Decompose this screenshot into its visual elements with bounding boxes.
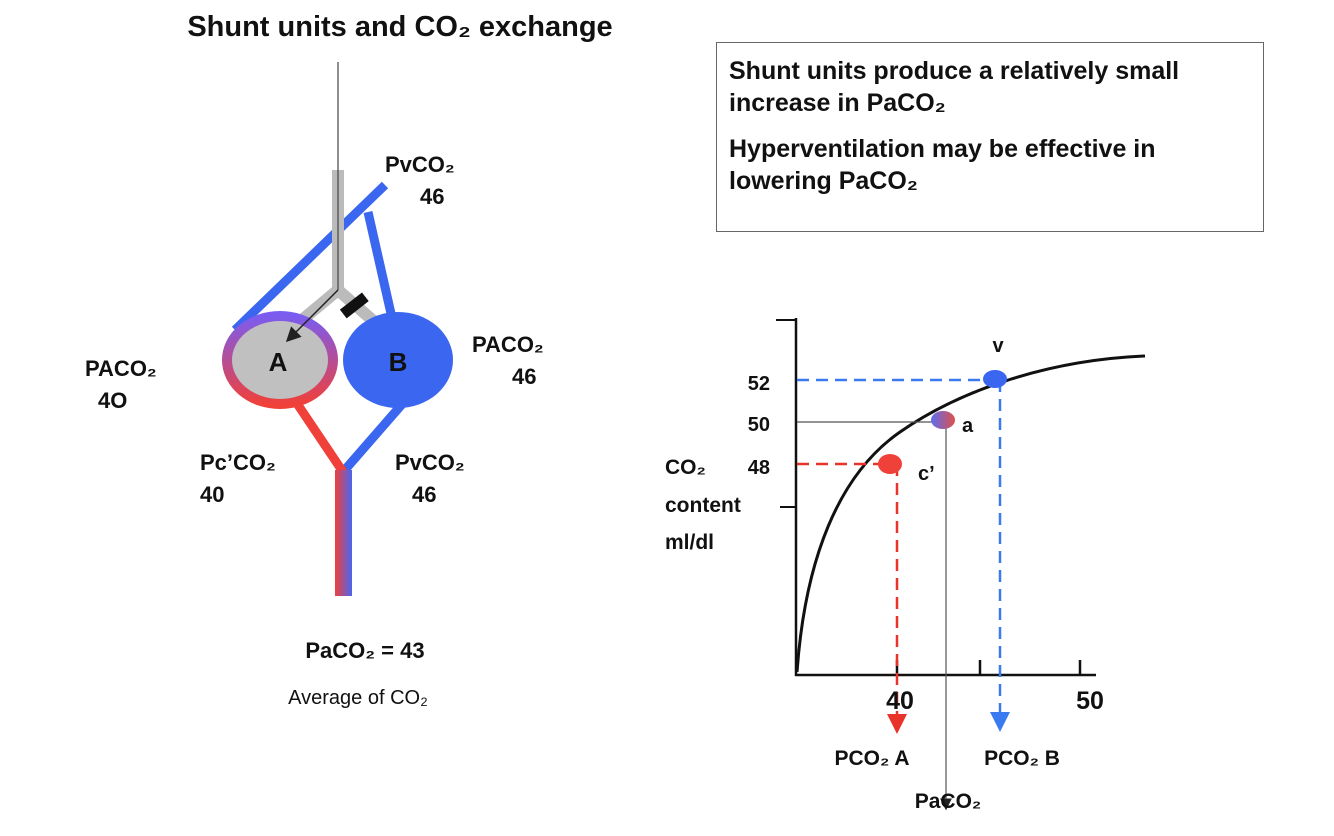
label: PvCO₂ [395,450,465,475]
vessel [231,181,389,334]
point-v [983,370,1007,388]
arrow-label: PCO₂ A [834,747,909,770]
value: 46 [512,364,536,389]
value: 4O [98,388,127,413]
y-axis-label: CO₂ [665,456,706,479]
value: 46 [412,482,436,507]
y-tick-label: 52 [748,373,770,395]
arrow-label: PaCO₂ [915,790,982,813]
result: PaCO₂ = 43 [305,638,424,663]
value: 46 [420,184,444,209]
label: Pc’CO₂ [200,450,276,475]
y-axis-label: ml/dl [665,531,714,554]
label: PvCO₂ [385,152,455,177]
unit-b [343,312,453,408]
unit-a-label: A [269,347,288,377]
y-tick-label: 48 [748,457,770,479]
dissociation-graph: v a c’ 52 50 48 CO₂ content ml/dl 40 50 … [665,318,1146,813]
caption: Average of CO₂ [288,687,428,709]
note-line: Shunt units produce a relatively small i… [729,57,1180,117]
vessel [339,399,408,475]
vessel [363,211,397,319]
unit-a [222,311,338,409]
arrow-label: PCO₂ B [984,747,1060,770]
y-axis-label: content [665,494,741,517]
label: PACO₂ [85,356,157,381]
vessel [292,399,347,475]
obstruction [339,292,369,319]
point-label: a [962,415,974,437]
value: 40 [200,482,224,507]
note-box: Shunt units produce a relatively small i… [716,42,1264,232]
point-label: c’ [918,463,935,485]
mixed-vessel [335,470,352,596]
curve [795,354,1146,673]
point-a [931,411,955,429]
label: PACO₂ [472,332,544,357]
point-c [878,454,902,474]
shunt-diagram: A B PvCO₂ 46 PACO₂ 4O PACO₂ 46 Pc’CO₂ 40… [85,62,544,709]
point-label: v [992,335,1004,357]
ventilation-arrow [285,289,339,343]
x-tick-label: 40 [886,687,914,715]
note-line: Hyperventilation may be effective in low… [729,135,1156,195]
unit-b-label: B [389,347,408,377]
y-tick-label: 50 [748,414,770,436]
x-tick-label: 50 [1076,687,1104,715]
title: Shunt units and CO₂ exchange [187,11,612,43]
